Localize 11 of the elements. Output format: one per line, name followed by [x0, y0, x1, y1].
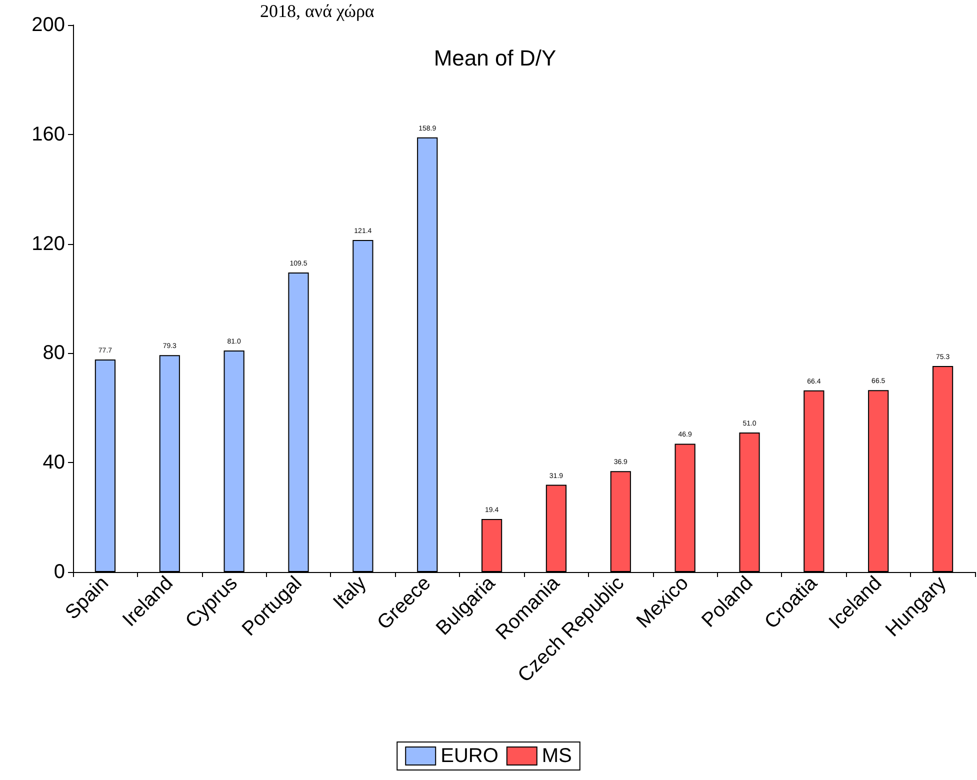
y-tick-label: 80 — [42, 342, 65, 364]
y-tick-label: 160 — [32, 123, 65, 146]
y-tick-label: 120 — [32, 232, 65, 255]
y-tick-label: 200 — [32, 14, 65, 36]
legend-label: EURO — [440, 745, 498, 767]
y-tick-label: 0 — [54, 561, 65, 583]
text: 2018, ανά χώρα — [260, 1, 375, 21]
legend-label: MS — [542, 745, 572, 767]
y-tick-label: 40 — [42, 452, 65, 474]
text: Mean of D/Y — [434, 46, 556, 70]
x-tick-label: Italy — [329, 572, 371, 614]
